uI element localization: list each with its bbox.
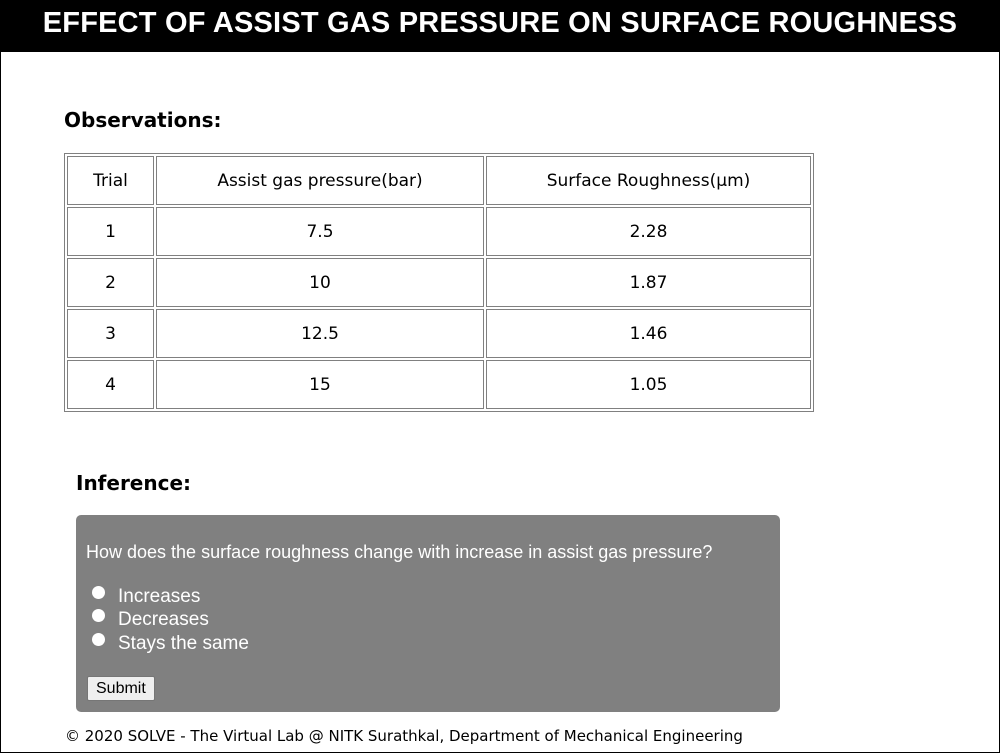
- quiz-box: How does the surface roughness change wi…: [76, 515, 780, 712]
- inference-heading: Inference:: [76, 471, 192, 495]
- quiz-question: How does the surface roughness change wi…: [86, 542, 713, 562]
- column-header-trial: Trial: [67, 156, 154, 205]
- pressure-cell: 15: [156, 360, 484, 409]
- radio-button[interactable]: [92, 586, 105, 599]
- table-row: 3 12.5 1.46: [67, 309, 811, 358]
- option-label: Stays the same: [118, 633, 249, 654]
- observations-heading: Observations:: [64, 108, 222, 132]
- trial-cell: 1: [67, 207, 154, 256]
- table-row: 2 10 1.87: [67, 258, 811, 307]
- column-header-pressure: Assist gas pressure(bar): [156, 156, 484, 205]
- trial-cell: 2: [67, 258, 154, 307]
- footer-copyright: © 2020 SOLVE - The Virtual Lab @ NITK Su…: [65, 727, 743, 745]
- trial-cell: 4: [67, 360, 154, 409]
- pressure-cell: 12.5: [156, 309, 484, 358]
- roughness-cell: 1.87: [486, 258, 811, 307]
- pressure-cell: 10: [156, 258, 484, 307]
- option-decreases[interactable]: Decreases: [92, 608, 209, 630]
- table-row: 1 7.5 2.28: [67, 207, 811, 256]
- roughness-cell: 2.28: [486, 207, 811, 256]
- trial-cell: 3: [67, 309, 154, 358]
- option-stays-the-same[interactable]: Stays the same: [92, 632, 249, 654]
- pressure-cell: 7.5: [156, 207, 484, 256]
- table-header-row: Trial Assist gas pressure(bar) Surface R…: [67, 156, 811, 205]
- radio-button[interactable]: [92, 633, 105, 646]
- radio-button[interactable]: [92, 609, 105, 622]
- roughness-cell: 1.05: [486, 360, 811, 409]
- roughness-cell: 1.46: [486, 309, 811, 358]
- page-title: EFFECT OF ASSIST GAS PRESSURE ON SURFACE…: [0, 0, 1000, 52]
- column-header-roughness: Surface Roughness(μm): [486, 156, 811, 205]
- option-increases[interactable]: Increases: [92, 585, 200, 607]
- option-label: Decreases: [118, 609, 209, 630]
- table-row: 4 15 1.05: [67, 360, 811, 409]
- submit-button[interactable]: Submit: [87, 676, 155, 701]
- option-label: Increases: [118, 586, 201, 607]
- observations-table: Trial Assist gas pressure(bar) Surface R…: [64, 153, 814, 412]
